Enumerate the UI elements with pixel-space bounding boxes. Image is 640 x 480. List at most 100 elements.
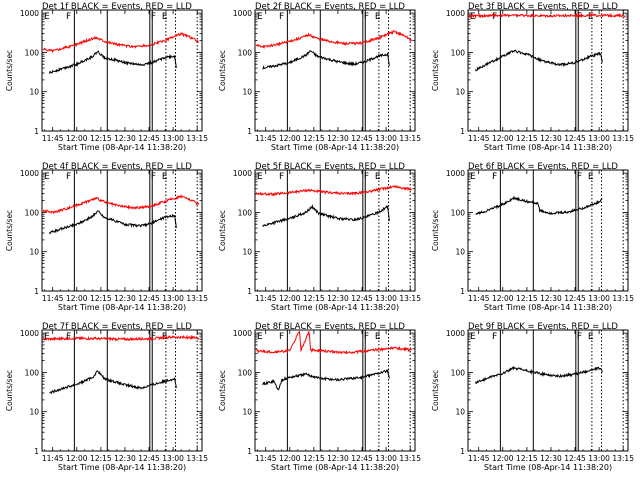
x-tick-label: 13:00 [588, 454, 610, 463]
flag-label: E [162, 172, 168, 182]
flag-label: E [588, 12, 594, 22]
x-tick-label: 13:00 [588, 294, 610, 303]
series-lld-line [256, 30, 412, 50]
flag-label: E [257, 12, 263, 22]
x-axis-label: Start Time (08-Apr-14 11:38:20) [58, 463, 186, 472]
flag-label: E [44, 332, 50, 342]
y-tick-label: 1 [460, 447, 465, 456]
series-group [42, 193, 200, 235]
x-tick-label: 11:45 [468, 294, 490, 303]
series-events-line [49, 210, 177, 235]
plot-panel-det-9f: Det 9f BLACK = Events, RED = LLD 1 10 100 10… [431, 322, 634, 472]
x-tick-label: 12:45 [351, 454, 373, 463]
x-tick-label: 13:00 [162, 134, 184, 143]
flag-label: E [44, 12, 50, 22]
series-lld-line [468, 12, 626, 19]
plot-panel-det-3f: Det 3f BLACK = Events, RED = LLD 1 10 100 10… [431, 2, 634, 152]
y-tick-label: 1 [247, 127, 252, 136]
flag-label: E [162, 12, 168, 22]
x-tick-label: 13:15 [612, 454, 634, 463]
y-tick-label: 10 [455, 248, 465, 257]
flag-label: E [375, 172, 381, 182]
x-tick-label: 12:30 [540, 134, 562, 143]
x-tick-label: 12:45 [138, 134, 160, 143]
y-axis-label: Counts/sec [218, 50, 227, 91]
y-tick-label: 10 [455, 408, 465, 417]
x-axis-label: Start Time (08-Apr-14 11:38:20) [58, 303, 186, 312]
plot-panel-det-7f: Det 7f BLACK = Events, RED = LLD 1 10 100 10… [5, 322, 208, 472]
series-events-line [262, 49, 390, 70]
series-events-line [475, 49, 603, 72]
plot-title: Det 9f BLACK = Events, RED = LLD [468, 322, 618, 332]
x-tick-label: 12:00 [279, 134, 301, 143]
series-lld-line [255, 330, 413, 355]
plot-title: Det 6f BLACK = Events, RED = LLD [468, 162, 618, 172]
flag-label: F [66, 172, 71, 182]
plot-frame [41, 329, 203, 452]
y-tick-label: 1000 [233, 169, 252, 178]
y-tick-label: 1 [34, 287, 39, 296]
y-tick-label: 10 [29, 88, 39, 97]
x-tick-label: 13:15 [612, 134, 634, 143]
plot-frame [254, 329, 416, 452]
plot-panel-det-6f: Det 6f BLACK = Events, RED = LLD 1 10 100 10… [431, 162, 634, 312]
flag-label: F [492, 172, 497, 182]
x-tick-label: 12:45 [138, 454, 160, 463]
x-axis-label: Start Time (08-Apr-14 11:38:20) [484, 303, 612, 312]
series-group [256, 30, 412, 70]
x-tick-label: 13:15 [399, 294, 421, 303]
x-axis-label: Start Time (08-Apr-14 11:38:20) [271, 303, 399, 312]
x-axis-label: Start Time (08-Apr-14 11:38:20) [271, 463, 399, 472]
x-tick-label: 11:45 [255, 454, 277, 463]
y-tick-label: 1 [460, 287, 465, 296]
y-tick-label: 100 [238, 208, 253, 217]
y-tick-label: 100 [25, 48, 40, 57]
x-tick-label: 12:15 [303, 134, 325, 143]
x-tick-label: 13:15 [399, 134, 421, 143]
series-lld-line [255, 184, 412, 197]
y-axis-label: Counts/sec [218, 210, 227, 251]
flag-label: E [257, 172, 263, 182]
plot-panel-det-1f: Det 1f BLACK = Events, RED = LLD 1 10 100 10… [5, 2, 208, 152]
flag-label: F [577, 12, 582, 22]
y-tick-label: 1000 [446, 9, 465, 18]
y-tick-label: 10 [242, 248, 252, 257]
y-tick-label: 100 [25, 208, 40, 217]
x-tick-label: 12:00 [66, 454, 88, 463]
plot-panel-det-4f: Det 4f BLACK = Events, RED = LLD 1 10 100 10… [5, 162, 208, 312]
plot-title: Det 7f BLACK = Events, RED = LLD [42, 322, 192, 332]
x-tick-label: 11:45 [468, 134, 490, 143]
plot-frame [41, 169, 203, 292]
y-axis-label: Counts/sec [431, 210, 440, 251]
y-tick-label: 1000 [20, 329, 39, 338]
x-tick-label: 12:00 [66, 294, 88, 303]
x-axis-label: Start Time (08-Apr-14 11:38:20) [58, 143, 186, 152]
flag-label: F [151, 12, 156, 22]
x-tick-label: 12:30 [114, 134, 136, 143]
plot-frame [254, 169, 416, 292]
flag-label: E [470, 332, 476, 342]
x-tick-label: 13:15 [399, 454, 421, 463]
plot-title: Det 2f BLACK = Events, RED = LLD [255, 2, 405, 12]
y-tick-label: 1 [247, 287, 252, 296]
x-tick-label: 12:15 [90, 294, 112, 303]
x-tick-label: 12:45 [564, 134, 586, 143]
plot-frame [467, 329, 629, 452]
y-tick-label: 10 [242, 88, 252, 97]
y-axis-label: Counts/sec [431, 370, 440, 411]
x-tick-label: 12:45 [351, 294, 373, 303]
x-tick-label: 12:30 [327, 134, 349, 143]
x-tick-label: 12:45 [564, 294, 586, 303]
y-axis-label: Counts/sec [431, 50, 440, 91]
flag-label: E [588, 332, 594, 342]
x-tick-label: 11:45 [255, 134, 277, 143]
x-tick-label: 12:00 [279, 294, 301, 303]
y-tick-label: 100 [451, 368, 466, 377]
series-group [255, 330, 413, 391]
y-axis-label: Counts/sec [5, 210, 14, 251]
x-tick-label: 12:00 [492, 454, 514, 463]
series-lld-line [42, 193, 200, 215]
y-tick-label: 100 [25, 368, 40, 377]
plot-panel-det-2f: Det 2f BLACK = Events, RED = LLD 1 10 100 10… [218, 2, 421, 152]
